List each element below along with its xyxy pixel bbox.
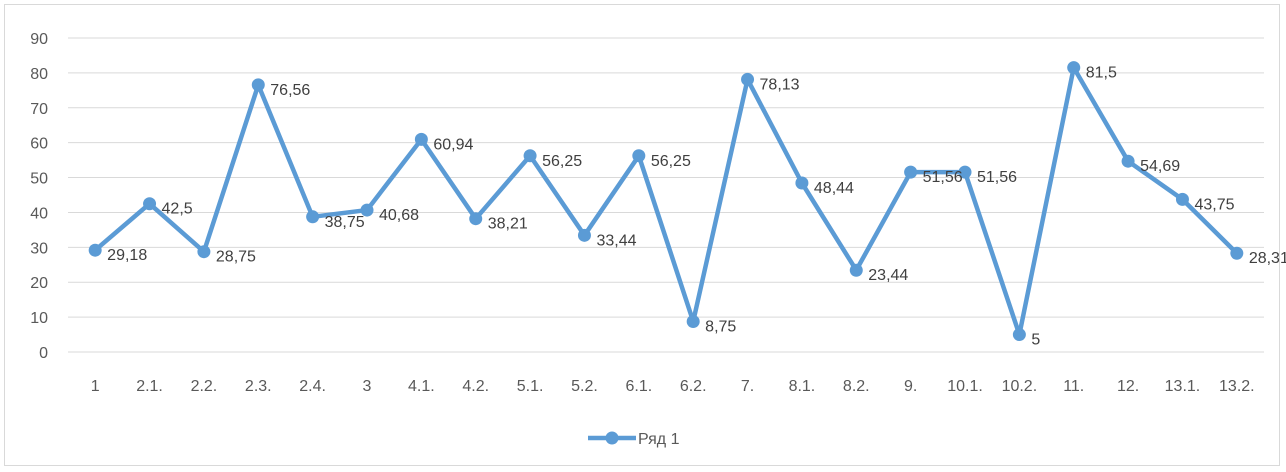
- x-tick-label: 11.: [1063, 378, 1084, 395]
- data-label: 40,68: [379, 207, 419, 224]
- x-tick-label: 2.4.: [299, 378, 326, 395]
- data-point: [414, 132, 428, 146]
- data-point: [306, 210, 320, 224]
- data-point: [632, 149, 646, 163]
- data-point: [958, 165, 972, 179]
- x-tick-label: 5.2.: [571, 378, 598, 395]
- data-point: [1175, 192, 1189, 206]
- data-label: 5: [1031, 332, 1040, 349]
- x-tick-label: 9.: [904, 378, 917, 395]
- x-tick-label: 7.: [741, 378, 754, 395]
- y-tick-label: 10: [30, 310, 48, 327]
- data-point: [523, 149, 537, 163]
- data-label: 54,69: [1140, 158, 1180, 175]
- x-tick-label: 6.1.: [625, 378, 652, 395]
- data-point: [469, 212, 483, 226]
- y-tick-label: 40: [30, 205, 48, 222]
- data-label: 43,75: [1194, 196, 1234, 213]
- data-label: 56,25: [542, 153, 582, 170]
- x-tick-label: 12.: [1117, 378, 1139, 395]
- legend-marker: [605, 431, 619, 445]
- data-point: [686, 314, 700, 328]
- series-line: [92, 65, 1240, 337]
- data-point: [849, 263, 863, 277]
- series-layer: [88, 61, 1244, 342]
- x-tick-label: 2.3.: [245, 378, 272, 395]
- x-tick-label: 2.2.: [191, 378, 218, 395]
- data-label: 60,94: [433, 136, 473, 153]
- data-point: [251, 78, 265, 92]
- y-tick-label: 30: [30, 240, 48, 257]
- gridlines: [68, 37, 1264, 353]
- data-point: [795, 176, 809, 190]
- data-point: [577, 228, 591, 242]
- data-point: [1121, 154, 1135, 168]
- y-axis: 0 10 20 30 40 50 60 70 80 90: [30, 31, 48, 362]
- data-labels: 29,18 42,5 28,75 76,56 38,75 40,68 60,94 38,21 5…: [107, 65, 1286, 349]
- data-label: 76,56: [270, 82, 310, 99]
- y-tick-label: 0: [39, 345, 48, 362]
- y-tick-label: 20: [30, 275, 48, 292]
- data-point: [904, 165, 918, 179]
- data-label: 23,44: [868, 267, 908, 284]
- data-label: 81,5: [1086, 65, 1117, 82]
- x-tick-label: 4.2.: [462, 378, 489, 395]
- data-point: [1230, 246, 1244, 260]
- x-tick-label: 13.1.: [1165, 378, 1201, 395]
- data-label: 51,56: [923, 169, 963, 186]
- legend-label: Ряд 1: [638, 431, 680, 448]
- data-label: 78,13: [760, 76, 800, 93]
- y-tick-label: 80: [30, 66, 48, 83]
- data-label: 48,44: [814, 180, 854, 197]
- y-tick-label: 50: [30, 171, 48, 188]
- x-tick-label: 10.2.: [1002, 378, 1038, 395]
- data-point: [360, 203, 374, 217]
- x-tick-label: 6.2.: [680, 378, 707, 395]
- x-axis: 1 2.1. 2.2. 2.3. 2.4. 3 4.1. 4.2. 5.1. 5.2. 6.1. 6.…: [91, 378, 1255, 395]
- data-label: 28,75: [216, 249, 256, 266]
- x-tick-label: 8.1.: [789, 378, 816, 395]
- data-point: [1067, 61, 1081, 75]
- x-tick-label: 13.2.: [1219, 378, 1255, 395]
- chart-area: [4, 4, 1280, 466]
- data-label: 28,31: [1249, 250, 1286, 267]
- y-tick-label: 60: [30, 136, 48, 153]
- data-label: 38,21: [488, 216, 528, 233]
- legend: Ряд 1: [588, 431, 680, 448]
- data-label: 38,75: [325, 214, 365, 231]
- data-label: 51,56: [977, 169, 1017, 186]
- data-point: [1012, 328, 1026, 342]
- data-point: [88, 243, 102, 257]
- data-label: 29,18: [107, 247, 147, 264]
- x-tick-label: 1: [91, 378, 100, 395]
- data-label: 33,44: [596, 232, 636, 249]
- data-label: 56,25: [651, 153, 691, 170]
- x-tick-label: 3: [363, 378, 372, 395]
- y-tick-label: 90: [30, 31, 48, 48]
- x-tick-label: 4.1.: [408, 378, 435, 395]
- x-tick-label: 5.1.: [517, 378, 544, 395]
- x-tick-label: 2.1.: [136, 378, 163, 395]
- data-label: 8,75: [705, 318, 736, 335]
- x-tick-label: 8.2.: [843, 378, 870, 395]
- y-tick-label: 70: [30, 101, 48, 118]
- data-point: [741, 72, 755, 86]
- data-label: 42,5: [162, 201, 193, 218]
- data-point: [197, 245, 211, 259]
- data-point: [143, 197, 157, 211]
- x-tick-label: 10.1.: [947, 378, 983, 395]
